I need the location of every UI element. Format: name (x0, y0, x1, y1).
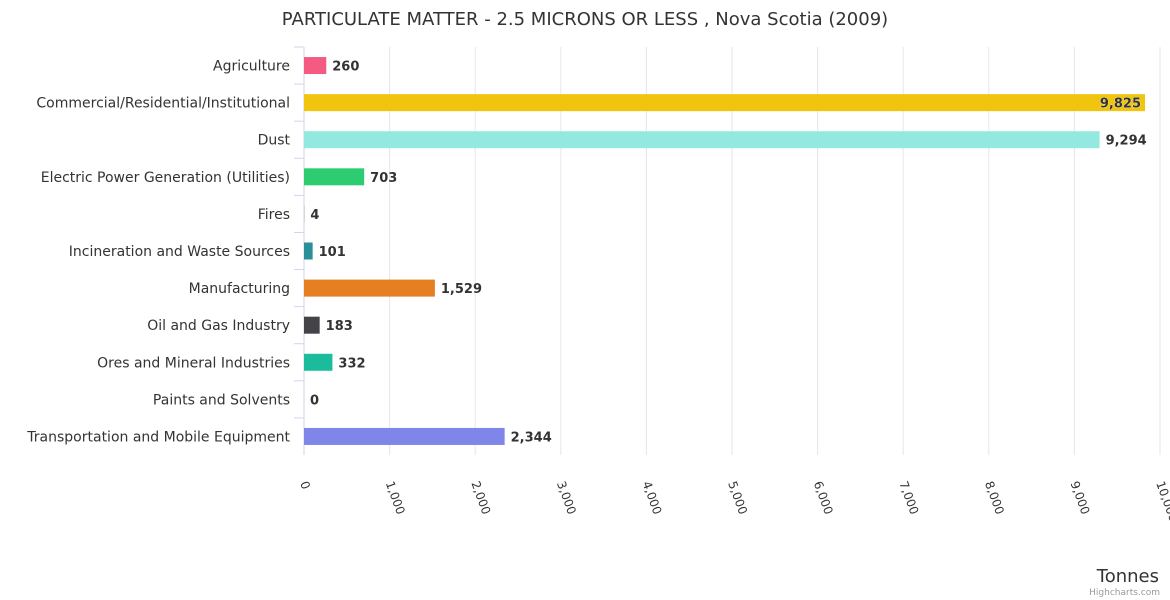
data-label: 332 (338, 356, 365, 371)
category-label: Manufacturing (189, 281, 290, 297)
bar (304, 94, 1146, 112)
category-label: Fires (258, 207, 290, 223)
x-tick-label: 5,000 (725, 479, 750, 516)
category-label: Electric Power Generation (Utilities) (41, 170, 290, 186)
x-tick-label: 8,000 (982, 479, 1007, 516)
credits-link[interactable]: Highcharts.com (1089, 588, 1160, 598)
x-tick-label: 6,000 (811, 479, 836, 516)
x-tick-label: 1,000 (383, 479, 408, 516)
data-label: 183 (326, 319, 353, 334)
data-label: 4 (310, 208, 319, 223)
bar (304, 131, 1100, 149)
category-label: Ores and Mineral Industries (97, 355, 290, 371)
x-tick-label: 3,000 (554, 479, 579, 516)
bar (304, 427, 505, 445)
bar (304, 57, 327, 75)
category-label: Transportation and Mobile Equipment (26, 429, 290, 445)
category-label: Oil and Gas Industry (147, 318, 290, 334)
category-label: Agriculture (213, 59, 290, 75)
data-label: 0 (310, 393, 319, 408)
category-label: Paints and Solvents (153, 392, 290, 408)
category-label: Incineration and Waste Sources (69, 244, 290, 260)
data-label: 703 (370, 171, 397, 186)
data-label: 2,344 (511, 430, 552, 445)
bar (304, 316, 320, 334)
bar (304, 279, 435, 297)
data-label: 1,529 (441, 282, 482, 297)
x-tick-label: 9,000 (1068, 479, 1093, 516)
category-label: Dust (258, 133, 291, 149)
chart-title: PARTICULATE MATTER - 2.5 MICRONS OR LESS… (282, 9, 888, 30)
x-axis-title: Tonnes (1096, 566, 1159, 587)
x-tick-label: 2,000 (468, 479, 493, 516)
data-label: 260 (332, 60, 359, 75)
bar (304, 242, 313, 260)
bar (304, 353, 333, 371)
data-label: 101 (319, 245, 346, 260)
x-tick-label: 7,000 (896, 479, 921, 516)
x-tick-label: 4,000 (640, 479, 665, 516)
data-label: 9,825 (1100, 97, 1141, 112)
x-tick-label: 10,000 (1153, 479, 1170, 523)
bar (304, 168, 365, 186)
data-label: 9,294 (1106, 134, 1147, 149)
category-label: Commercial/Residential/Institutional (36, 96, 290, 112)
x-tick-label: 0 (297, 479, 313, 491)
